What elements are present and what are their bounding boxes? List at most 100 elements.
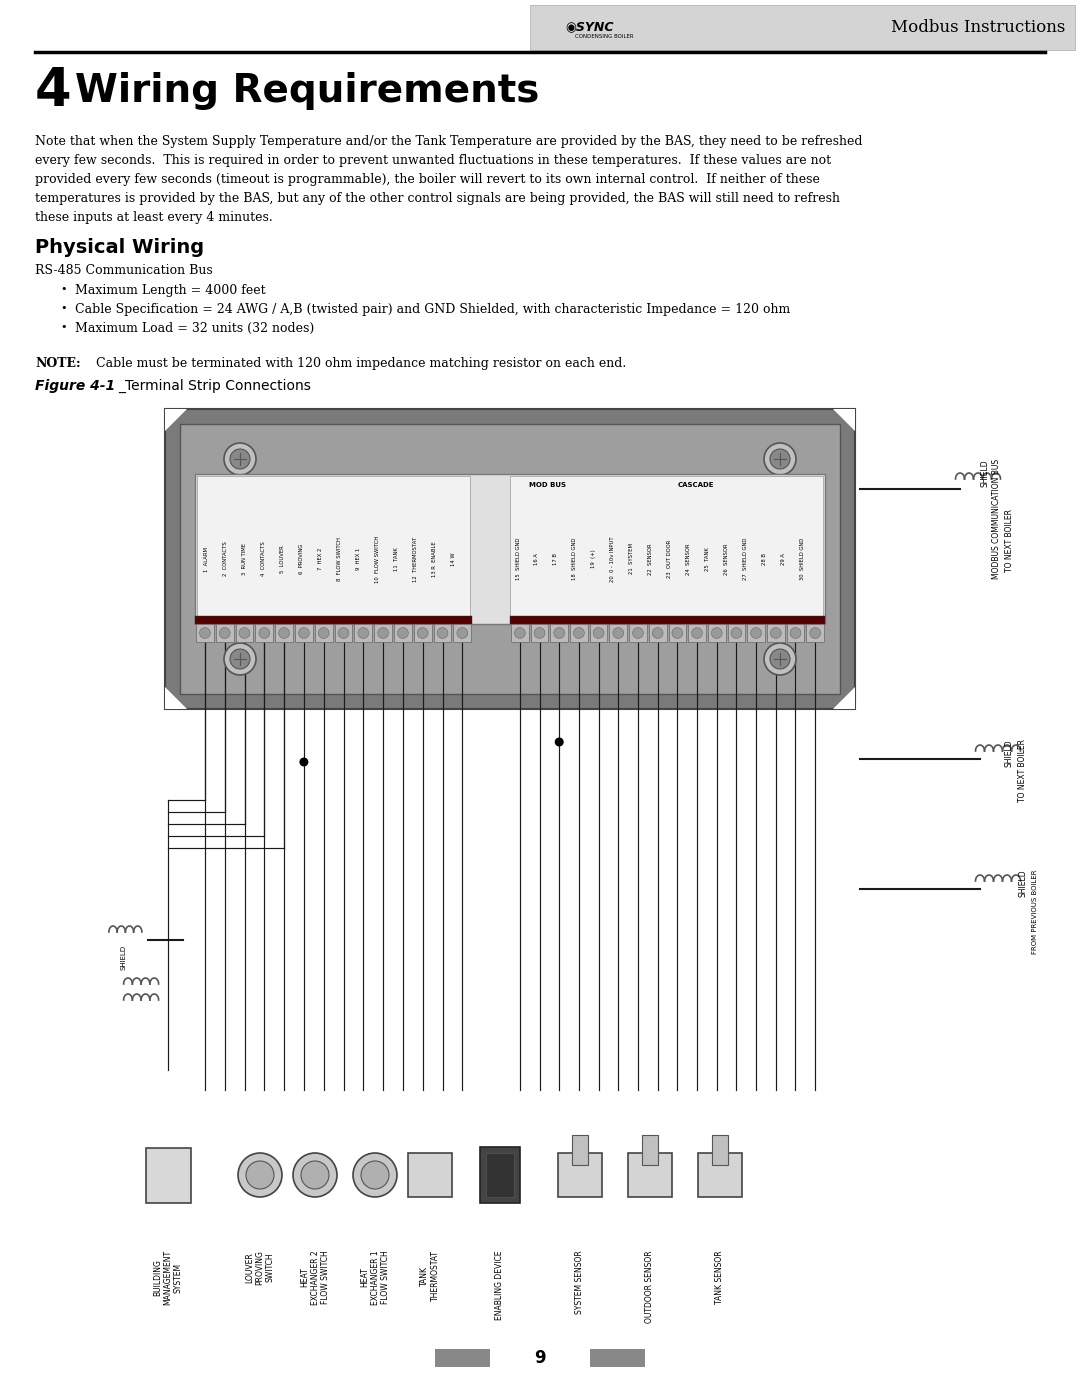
Text: SHIELD: SHIELD (1005, 739, 1014, 767)
Text: SHIELD: SHIELD (1018, 869, 1027, 897)
Circle shape (535, 627, 545, 638)
Circle shape (770, 627, 781, 638)
Bar (275, 624, 293, 643)
Circle shape (691, 627, 702, 638)
Text: Cable Specification = 24 AWG / A,B (twisted pair) and GND Shielded, with charact: Cable Specification = 24 AWG / A,B (twis… (75, 303, 791, 316)
Text: 19  (+): 19 (+) (591, 549, 596, 569)
Text: SHIELD: SHIELD (980, 460, 989, 486)
Circle shape (672, 627, 683, 638)
Text: 17 B: 17 B (553, 553, 558, 564)
Text: SYSTEM SENSOR: SYSTEM SENSOR (576, 1250, 584, 1313)
Bar (572, 1134, 588, 1165)
Circle shape (298, 627, 309, 638)
Circle shape (514, 627, 525, 638)
Text: 4: 4 (35, 66, 71, 117)
Text: Figure 4-1: Figure 4-1 (35, 379, 116, 393)
Text: BUILDING
MANAGEMENT
SYSTEM: BUILDING MANAGEMENT SYSTEM (153, 1250, 183, 1305)
Bar (747, 624, 765, 643)
Circle shape (573, 627, 584, 638)
Circle shape (353, 1153, 397, 1197)
Circle shape (239, 627, 249, 638)
Circle shape (555, 738, 564, 746)
Bar (195, 624, 214, 643)
Circle shape (751, 627, 761, 638)
Bar (786, 624, 805, 643)
Text: FROM PREVIOUS BOILER: FROM PREVIOUS BOILER (1032, 869, 1038, 954)
Circle shape (633, 627, 644, 638)
Circle shape (791, 627, 801, 638)
Text: Note that when the System Supply Temperature and/or the Tank Temperature are pro: Note that when the System Supply Tempera… (35, 136, 863, 148)
Text: ◉SYNC: ◉SYNC (565, 20, 613, 34)
Text: HEAT
EXCHANGER 2
FLOW SWITCH: HEAT EXCHANGER 2 FLOW SWITCH (300, 1250, 329, 1305)
Text: 12  THERMOSTAT: 12 THERMOSTAT (413, 536, 418, 581)
Text: _Terminal Strip Connections: _Terminal Strip Connections (118, 379, 311, 393)
Text: Physical Wiring: Physical Wiring (35, 237, 204, 257)
Bar (180, 425, 840, 694)
Text: HEAT
EXCHANGER 1
FLOW SWITCH: HEAT EXCHANGER 1 FLOW SWITCH (360, 1250, 390, 1305)
Bar (195, 474, 825, 624)
Bar (698, 1153, 742, 1197)
Text: 14 W: 14 W (450, 552, 456, 566)
Text: TO NEXT BOILER: TO NEXT BOILER (1018, 739, 1027, 802)
Text: •: • (60, 303, 67, 313)
Circle shape (378, 627, 389, 638)
Text: 4  CONTACTS: 4 CONTACTS (261, 542, 267, 577)
Circle shape (417, 627, 428, 638)
Text: ENABLING DEVICE: ENABLING DEVICE (496, 1250, 504, 1320)
Circle shape (764, 443, 796, 475)
Bar (255, 624, 273, 643)
Circle shape (810, 627, 821, 638)
Text: CONDENSING BOILER: CONDENSING BOILER (575, 34, 634, 39)
Bar (235, 624, 254, 643)
Text: 5  LOUVER: 5 LOUVER (281, 545, 285, 573)
Text: 24  SENSOR: 24 SENSOR (686, 543, 691, 574)
Bar (712, 1134, 728, 1165)
Circle shape (652, 627, 663, 638)
Bar (354, 624, 373, 643)
Bar (551, 624, 568, 643)
Circle shape (319, 627, 329, 638)
Circle shape (361, 1161, 389, 1189)
Circle shape (770, 650, 789, 669)
Text: 18  SHIELD GND: 18 SHIELD GND (572, 538, 578, 580)
Circle shape (224, 443, 256, 475)
Bar (454, 624, 471, 643)
Text: 22  SENSOR: 22 SENSOR (648, 543, 653, 574)
Bar (435, 1350, 490, 1368)
Text: 26  SENSOR: 26 SENSOR (724, 543, 729, 574)
Bar (394, 624, 411, 643)
Text: 7  HEX 2: 7 HEX 2 (319, 548, 323, 570)
Text: LOUVER
PROVING
SWITCH: LOUVER PROVING SWITCH (245, 1250, 275, 1285)
Circle shape (593, 627, 604, 638)
Text: NOTE:: NOTE: (35, 358, 81, 370)
Polygon shape (165, 409, 187, 432)
Text: 30  SHIELD GND: 30 SHIELD GND (799, 538, 805, 580)
Circle shape (299, 757, 309, 767)
Text: 6  PROVING: 6 PROVING (299, 543, 305, 574)
Circle shape (554, 627, 565, 638)
Bar (414, 624, 432, 643)
Bar (558, 1153, 602, 1197)
Text: 23  OUT DOOR: 23 OUT DOOR (667, 539, 672, 578)
Bar (609, 624, 627, 643)
Text: 13 R  ENABLE: 13 R ENABLE (432, 541, 436, 577)
Text: 27  SHIELD GND: 27 SHIELD GND (743, 538, 747, 580)
Bar (688, 624, 706, 643)
Text: 16 A: 16 A (535, 553, 539, 564)
Bar (807, 624, 824, 643)
Text: Maximum Length = 4000 feet: Maximum Length = 4000 feet (75, 284, 266, 298)
Circle shape (457, 627, 468, 638)
Circle shape (238, 1153, 282, 1197)
Text: 3  RUN TIME: 3 RUN TIME (242, 543, 247, 576)
Bar (511, 624, 529, 643)
Bar (649, 624, 666, 643)
Bar (590, 1350, 645, 1368)
Circle shape (230, 448, 249, 469)
Text: •: • (60, 321, 67, 332)
Text: 15  SHIELD GND: 15 SHIELD GND (515, 538, 521, 580)
Text: temperatures is provided by the BAS, but any of the other control signals are be: temperatures is provided by the BAS, but… (35, 191, 840, 205)
Circle shape (301, 1161, 329, 1189)
Bar (530, 6, 1075, 50)
Circle shape (230, 650, 249, 669)
Bar (530, 624, 549, 643)
